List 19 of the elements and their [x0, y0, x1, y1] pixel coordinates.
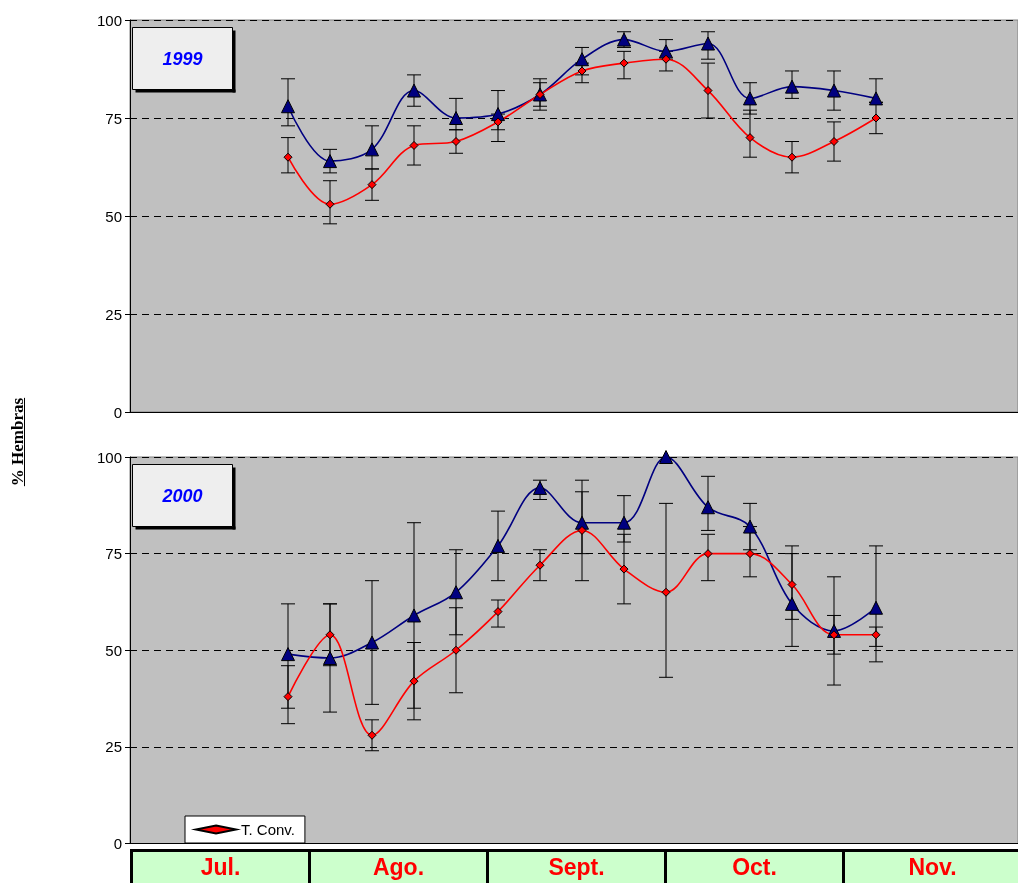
text: Nov.	[842, 849, 1018, 883]
y-tick-label: 0	[113, 835, 122, 852]
text: Sept.	[486, 849, 667, 883]
y-tick-label: 75	[105, 545, 122, 563]
y-tick-label: 0	[113, 403, 122, 421]
y-tick-label: 50	[105, 641, 122, 659]
y-tick-label: 25	[105, 305, 122, 323]
text: Oct.	[664, 849, 845, 883]
y-tick-label: 100	[96, 11, 122, 29]
legend-label: T. Conv.	[241, 821, 295, 838]
y-axis-title: % Hembras	[8, 397, 28, 487]
text: 1999	[162, 48, 203, 69]
text: Ago.	[308, 849, 489, 883]
text: Jul.	[130, 849, 311, 883]
y-tick-label: 25	[105, 738, 122, 756]
text: 2000	[161, 485, 203, 506]
y-tick-label: 50	[105, 207, 122, 225]
y-tick-label: 75	[105, 109, 122, 127]
y-tick-label: 100	[96, 448, 122, 466]
